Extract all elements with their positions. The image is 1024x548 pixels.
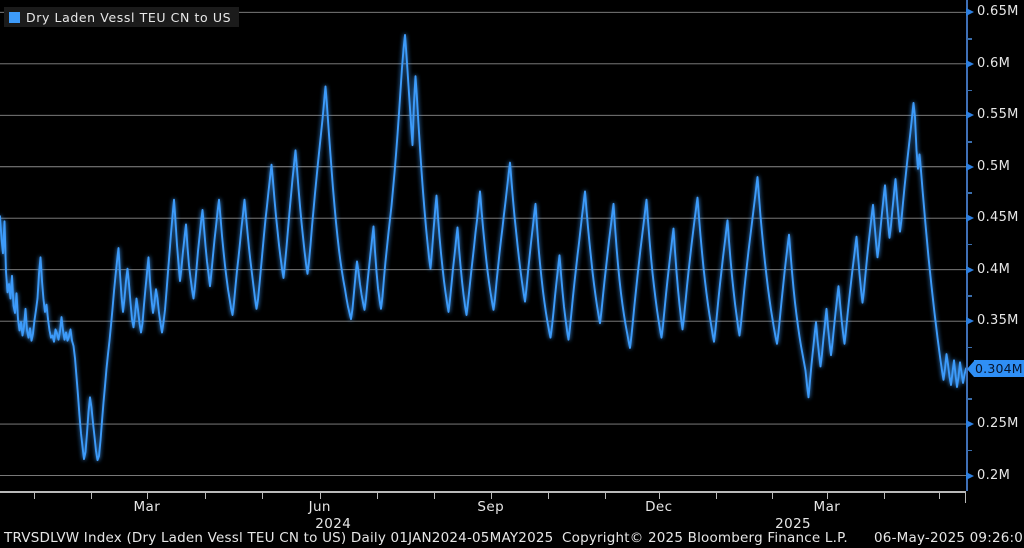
legend-swatch-icon xyxy=(9,11,20,23)
y-tick-label: 0.55M xyxy=(977,107,1019,123)
x-axis-tick xyxy=(204,492,207,499)
x-axis-corner xyxy=(964,491,966,503)
y-tick-label: 0.45M xyxy=(977,210,1019,226)
x-tick-label: Jun xyxy=(308,499,331,515)
y-tick-label: 0.5M xyxy=(977,158,1011,174)
y-axis-minor-tick xyxy=(967,449,972,452)
y-tick-label: 0.4M xyxy=(977,261,1011,277)
y-tick-label: 0.25M xyxy=(977,416,1019,432)
series-line xyxy=(0,34,966,462)
x-axis-tick xyxy=(883,492,886,499)
x-axis-tick xyxy=(433,492,436,499)
chart-gridlines xyxy=(0,11,966,477)
x-axis-tick xyxy=(938,492,941,499)
y-tick-label: 0.65M xyxy=(977,4,1019,20)
chart-plot-area[interactable]: Dry Laden Vessl TEU CN to US xyxy=(0,0,966,491)
x-year-label: 2024 xyxy=(315,516,352,532)
y-tick-arrow-icon xyxy=(966,214,974,223)
last-value-badge[interactable]: 0.304M xyxy=(967,360,1024,377)
y-tick-label: 0.35M xyxy=(977,313,1019,329)
chart-legend[interactable]: Dry Laden Vessl TEU CN to US xyxy=(4,7,240,27)
y-tick-arrow-icon xyxy=(966,111,974,120)
x-axis-spine xyxy=(0,491,966,493)
x-axis-tick xyxy=(658,492,661,499)
chart-svg xyxy=(0,11,966,477)
x-year-label: 2025 xyxy=(775,516,812,532)
x-axis-tick xyxy=(826,492,829,499)
y-tick-arrow-icon xyxy=(966,162,974,171)
x-axis-tick xyxy=(90,492,93,499)
x-axis-tick xyxy=(376,492,379,499)
x-axis-tick xyxy=(261,492,264,499)
x-tick-label: Mar xyxy=(133,499,161,515)
x-axis-tick xyxy=(604,492,607,499)
y-tick-arrow-icon xyxy=(966,59,974,68)
y-axis-minor-tick xyxy=(967,141,972,143)
y-tick-arrow-icon xyxy=(966,471,974,480)
legend-label: Dry Laden Vessl TEU CN to US xyxy=(26,9,232,25)
x-axis[interactable] xyxy=(0,491,966,503)
x-axis-tick xyxy=(319,492,322,499)
y-axis-minor-tick xyxy=(967,243,972,246)
badge-pointer-icon xyxy=(967,360,974,377)
y-tick-label: 0.2M xyxy=(977,467,1011,483)
y-axis-minor-tick xyxy=(967,295,972,297)
y-axis-minor-tick xyxy=(967,38,972,40)
footer-timestamp: 06-May-2025 09:26:05 xyxy=(874,530,1024,546)
x-axis-tick xyxy=(33,492,36,499)
y-axis-spine xyxy=(966,0,968,491)
footer-copyright: Copyright© 2025 Bloomberg Finance L.P. xyxy=(562,530,848,546)
last-value-label: 0.304M xyxy=(974,360,1024,377)
y-tick-arrow-icon xyxy=(966,265,974,274)
x-axis-tick xyxy=(146,492,149,499)
y-axis[interactable]: 0.65M 0.6M 0.55M 0.5M 0.45M 0.4M 0.35M 0.25M 0.2… xyxy=(966,0,1024,491)
x-axis-tick xyxy=(771,492,774,499)
chart-series xyxy=(0,34,966,462)
x-tick-label: Dec xyxy=(645,499,673,515)
x-tick-label: Mar xyxy=(813,499,841,515)
x-axis-tick xyxy=(715,492,718,499)
y-tick-label: 0.6M xyxy=(977,55,1011,71)
x-tick-label: Sep xyxy=(477,499,505,515)
x-axis-tick xyxy=(547,492,550,499)
y-tick-arrow-icon xyxy=(966,420,974,429)
y-axis-minor-tick xyxy=(967,89,972,92)
y-tick-arrow-icon xyxy=(966,8,974,17)
chart-footer: TRVSDLVW Index (Dry Laden Vessl TEU CN t… xyxy=(0,530,1024,548)
y-axis-minor-tick xyxy=(967,398,972,400)
footer-security-description: TRVSDLVW Index (Dry Laden Vessl TEU CN t… xyxy=(4,530,554,546)
y-axis-minor-tick xyxy=(967,346,972,349)
y-tick-arrow-icon xyxy=(966,317,974,326)
y-axis-minor-tick xyxy=(967,192,972,194)
x-axis-tick xyxy=(490,492,493,499)
